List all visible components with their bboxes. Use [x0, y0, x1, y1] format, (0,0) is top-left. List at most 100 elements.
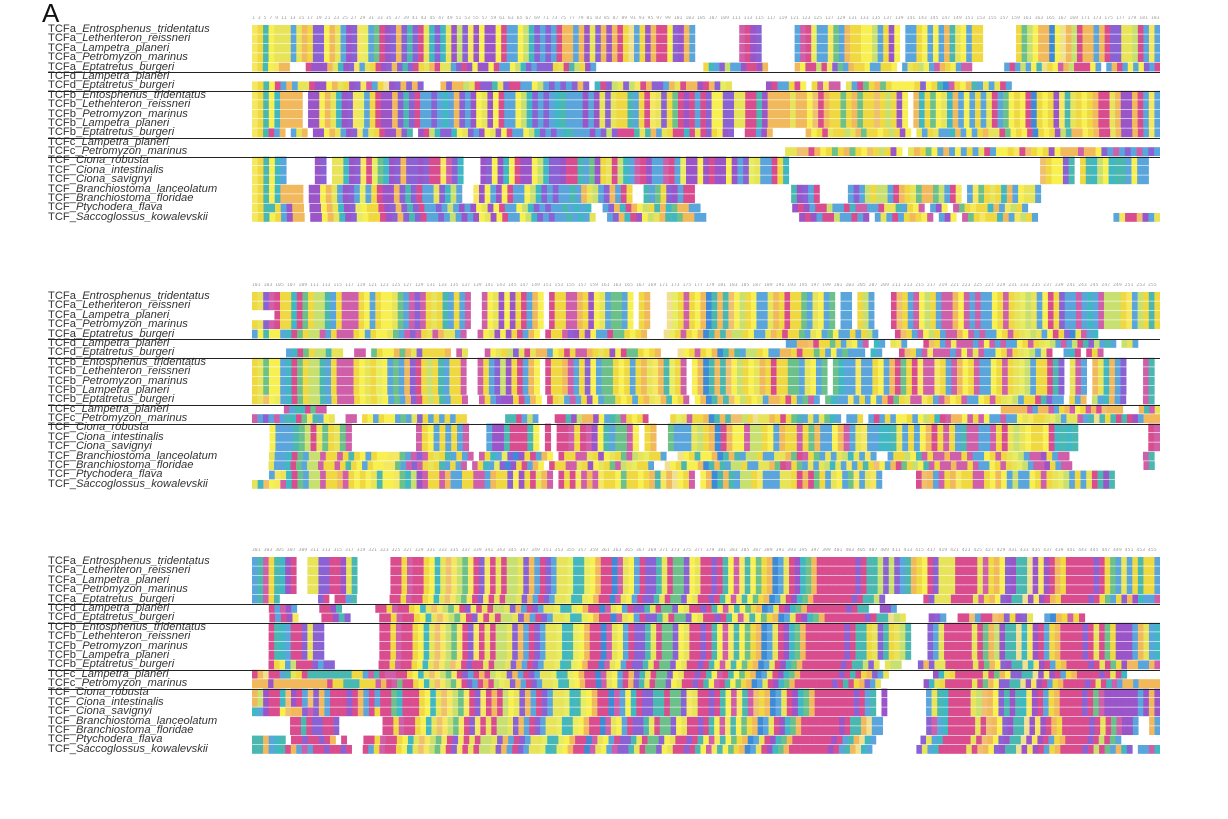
sequence-label: TCF_Branchiostoma_lanceolatum	[48, 450, 248, 461]
residue-cell	[771, 81, 778, 91]
residue-cell	[611, 175, 618, 185]
residue-cell	[420, 119, 427, 128]
residue-cell	[364, 119, 370, 128]
residue-cell	[683, 395, 690, 405]
residue-cell	[649, 184, 656, 194]
residue-cell	[1065, 34, 1072, 44]
residue-cell	[562, 442, 569, 452]
residue-cell	[348, 184, 355, 194]
residue-cell	[531, 156, 538, 166]
residue-cell	[1088, 25, 1094, 34]
residue-cell	[1042, 423, 1049, 433]
residue-cell	[751, 395, 758, 405]
residue-cell	[634, 25, 640, 34]
residue-cell	[562, 386, 569, 395]
residue-cell	[905, 43, 912, 53]
residue-cell	[884, 442, 891, 452]
residue-cell	[325, 184, 332, 194]
residue-cell	[1126, 310, 1133, 320]
residue-cell	[725, 357, 732, 367]
residue-cell	[1099, 414, 1106, 423]
residue-cell	[1030, 367, 1037, 376]
residue-cell	[1042, 433, 1049, 442]
gene-prefix: TCFb_	[48, 383, 83, 396]
residue-cell	[252, 62, 258, 72]
residue-cell	[503, 166, 510, 175]
residue-cell	[1008, 310, 1015, 320]
residue-cell	[935, 292, 942, 301]
residue-cell	[1092, 109, 1099, 119]
residue-cell	[302, 357, 309, 367]
residue-cell	[1101, 404, 1108, 414]
residue-cell	[505, 329, 512, 339]
residue-cell	[1038, 25, 1045, 34]
residue-cell	[1069, 357, 1076, 367]
sequence-label: TCF_Ciona_intestinalis	[48, 164, 248, 175]
residue-cell	[851, 90, 858, 100]
residue-cell	[532, 90, 539, 100]
residue-cell	[944, 34, 950, 44]
residue-cell	[329, 53, 336, 62]
residue-cell	[1142, 451, 1149, 461]
residue-cell	[842, 348, 849, 358]
residue-cell	[571, 90, 578, 100]
residue-cell	[1031, 119, 1037, 128]
residue-cell	[415, 386, 422, 395]
residue-cell	[384, 53, 391, 62]
residue-cell	[686, 156, 693, 166]
residue-cell	[498, 310, 505, 320]
residue-cell	[855, 53, 862, 62]
residue-cell	[420, 109, 427, 119]
residue-cell	[972, 414, 979, 423]
residue-cell	[1087, 119, 1094, 128]
residue-cell	[1042, 310, 1049, 320]
residue-cell	[530, 194, 537, 203]
residue-cell	[1154, 62, 1160, 72]
residue-cell	[448, 320, 455, 329]
residue-cell	[371, 348, 378, 358]
residue-cell	[1053, 119, 1060, 128]
residue-cell	[708, 376, 715, 386]
residue-cell	[677, 310, 684, 320]
residue-cell	[908, 423, 915, 433]
residue-cell	[847, 348, 854, 358]
residue-cell	[1148, 376, 1155, 386]
residue-cell	[876, 348, 883, 358]
residue-cell	[686, 166, 693, 175]
residue-cell	[549, 90, 555, 100]
residue-cell	[654, 184, 661, 194]
residue-cell	[703, 414, 710, 423]
residue-cell	[616, 310, 623, 320]
residue-cell	[1080, 175, 1087, 185]
residue-cell	[950, 414, 957, 423]
residue-cell	[1019, 109, 1026, 119]
residue-cell	[336, 357, 343, 367]
residue-cell	[938, 43, 945, 53]
sequence-label: TCFb_Lampetra_planeri	[48, 383, 248, 396]
residue-cell	[403, 100, 410, 109]
residue-cell	[537, 81, 544, 91]
residue-cell	[846, 292, 853, 301]
residue-cell	[672, 310, 679, 320]
residue-cell	[451, 81, 458, 91]
residue-cell	[414, 213, 422, 222]
residue-cell	[795, 109, 802, 119]
residue-cell	[274, 166, 281, 175]
residue-cell	[278, 62, 285, 72]
residue-cell	[855, 203, 862, 213]
residue-cell	[667, 128, 674, 138]
residue-cell	[337, 194, 344, 203]
residue-cell	[252, 81, 259, 91]
residue-cell	[303, 348, 310, 358]
residue-cell	[612, 329, 619, 339]
residue-cell	[921, 213, 928, 222]
residue-cell	[347, 119, 354, 128]
residue-cell	[287, 433, 294, 442]
residue-cell	[275, 442, 282, 452]
residue-cell	[550, 203, 557, 213]
residue-cell	[990, 367, 997, 376]
residue-cell	[867, 423, 874, 433]
residue-cell	[322, 423, 329, 433]
residue-cell	[481, 109, 488, 119]
residue-cell	[960, 147, 967, 156]
